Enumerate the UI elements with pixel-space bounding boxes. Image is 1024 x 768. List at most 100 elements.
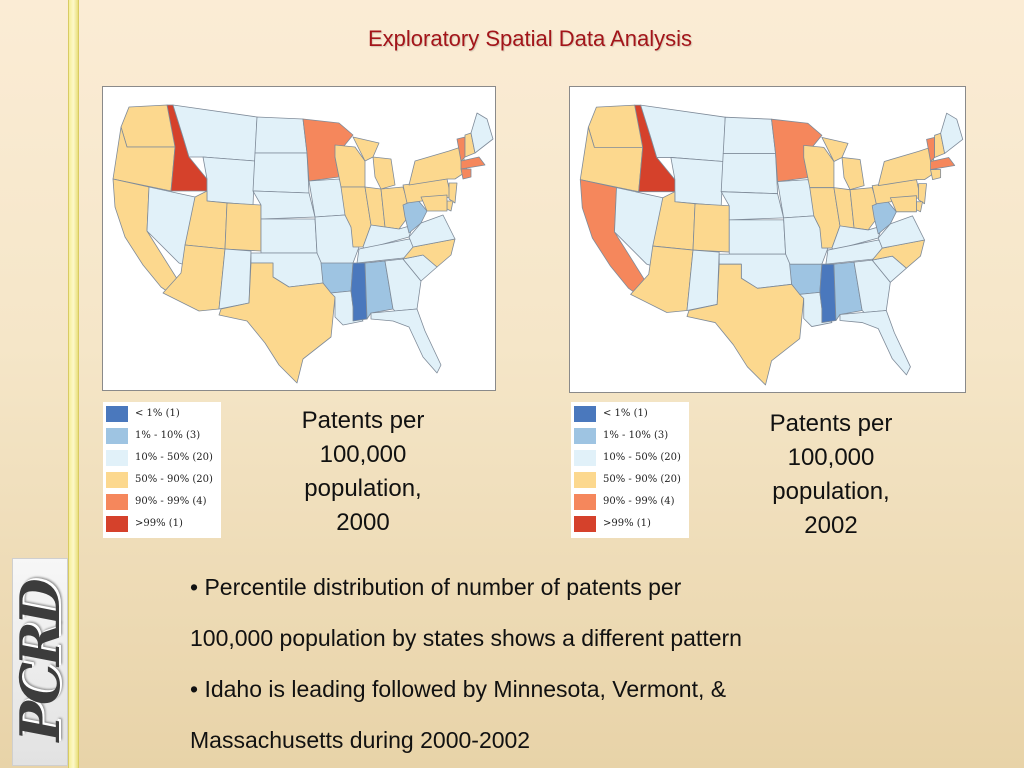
state-ne: [252, 190, 316, 220]
legend-label: 90% - 99% (4): [603, 496, 675, 507]
state-oh: [849, 187, 881, 231]
caption-line: 2002: [804, 512, 858, 539]
legend-label: >99% (1): [135, 518, 183, 529]
state-ny: [408, 146, 468, 186]
us-map-2000: [102, 86, 496, 391]
map-legend-2000: < 1% (1) 1% - 10% (3) 10% - 50% (20) 50% - …: [103, 402, 221, 538]
bullet-list: • Percentile distribution of number of p…: [190, 562, 890, 766]
state-ne: [720, 191, 785, 221]
legend-item: < 1% (1): [573, 405, 689, 423]
state-md: [889, 195, 917, 213]
legend-swatch: [106, 428, 128, 444]
legend-swatch: [574, 494, 596, 510]
state-wy: [670, 157, 724, 207]
state-ny: [877, 146, 938, 187]
legend-item: 1% - 10% (3): [105, 427, 221, 445]
us-map-2002: [569, 86, 966, 393]
map-caption-2000: Patents per 100,000 population, 2000: [278, 404, 448, 540]
legend-label: 1% - 10% (3): [135, 430, 201, 441]
caption-line: 100,000: [319, 441, 407, 468]
state-nd: [254, 116, 308, 154]
legend-item: >99% (1): [105, 515, 221, 533]
state-ct: [460, 168, 472, 180]
legend-label: >99% (1): [603, 518, 651, 529]
map-caption-2002: Patents per 100,000 population, 2002: [746, 407, 916, 543]
legend-swatch: [574, 428, 596, 444]
state-mi: [821, 136, 865, 191]
pcrd-logo-text: PCRD: [8, 582, 72, 742]
legend-item: 10% - 50% (20): [105, 449, 221, 467]
left-accent-stripe: [68, 0, 79, 768]
caption-line: population,: [304, 475, 422, 502]
legend-swatch: [574, 450, 596, 466]
legend-label: < 1% (1): [603, 408, 648, 419]
legend-label: 50% - 90% (20): [135, 474, 213, 485]
bullet-line: • Percentile distribution of number of p…: [190, 574, 682, 600]
state-fl: [839, 310, 911, 376]
state-de: [916, 201, 923, 213]
bullet-line: 100,000 population by states shows a dif…: [190, 625, 742, 651]
state-ks: [728, 219, 787, 255]
us-map-svg: [579, 104, 964, 386]
state-co: [224, 202, 262, 252]
state-fl: [370, 308, 442, 374]
slide-title: Exploratory Spatial Data Analysis: [367, 26, 693, 51]
caption-line: population,: [772, 478, 890, 505]
state-md: [420, 194, 448, 212]
legend-swatch: [106, 450, 128, 466]
legend-swatch: [574, 472, 596, 488]
legend-item: 50% - 90% (20): [105, 471, 221, 489]
legend-swatch: [574, 516, 596, 532]
state-ms: [350, 262, 368, 322]
state-ma: [460, 156, 486, 170]
legend-swatch: [106, 516, 128, 532]
legend-swatch: [106, 494, 128, 510]
state-co: [692, 203, 730, 253]
state-nm: [686, 249, 720, 311]
state-ms: [819, 263, 837, 323]
legend-swatch: [106, 472, 128, 488]
caption-line: 2000: [336, 509, 390, 536]
bullet-line: Massachusetts during 2000-2002: [190, 727, 531, 753]
legend-item: 10% - 50% (20): [573, 449, 689, 467]
state-al: [833, 261, 863, 321]
state-mi: [352, 136, 396, 190]
state-va: [877, 215, 925, 249]
legend-label: 50% - 90% (20): [603, 474, 681, 485]
legend-label: 10% - 50% (20): [135, 452, 213, 463]
legend-item: < 1% (1): [105, 405, 221, 423]
state-al: [364, 260, 394, 320]
state-tx: [686, 263, 805, 386]
state-sd: [720, 153, 778, 195]
state-wa: [587, 104, 644, 148]
state-nj: [448, 182, 458, 204]
caption-line: Patents per: [769, 410, 893, 437]
legend-item: 90% - 99% (4): [105, 493, 221, 511]
bullet-line: • Idaho is leading followed by Minnesota…: [190, 676, 727, 702]
state-oh: [380, 186, 412, 230]
caption-line: Patents per: [301, 407, 425, 434]
legend-item: 50% - 90% (20): [573, 471, 689, 489]
state-ks: [260, 218, 318, 254]
state-va: [408, 214, 456, 248]
pcrd-logo: PCRD: [8, 558, 72, 766]
legend-swatch: [574, 406, 596, 422]
legend-item: 90% - 99% (4): [573, 493, 689, 511]
legend-label: 10% - 50% (20): [603, 452, 681, 463]
state-tx: [218, 262, 336, 384]
state-nd: [722, 116, 776, 154]
legend-label: < 1% (1): [135, 408, 180, 419]
legend-label: 90% - 99% (4): [135, 496, 207, 507]
state-ct: [930, 169, 942, 181]
legend-item: >99% (1): [573, 515, 689, 533]
state-me: [470, 112, 494, 154]
state-ma: [930, 157, 956, 170]
legend-label: 1% - 10% (3): [603, 430, 669, 441]
legend-swatch: [106, 406, 128, 422]
map-legend-2002: < 1% (1) 1% - 10% (3) 10% - 50% (20) 50% - …: [571, 402, 689, 538]
state-wy: [202, 156, 256, 206]
us-map-svg: [112, 104, 494, 384]
state-me: [940, 112, 964, 154]
state-nm: [218, 248, 252, 310]
state-sd: [252, 152, 310, 194]
